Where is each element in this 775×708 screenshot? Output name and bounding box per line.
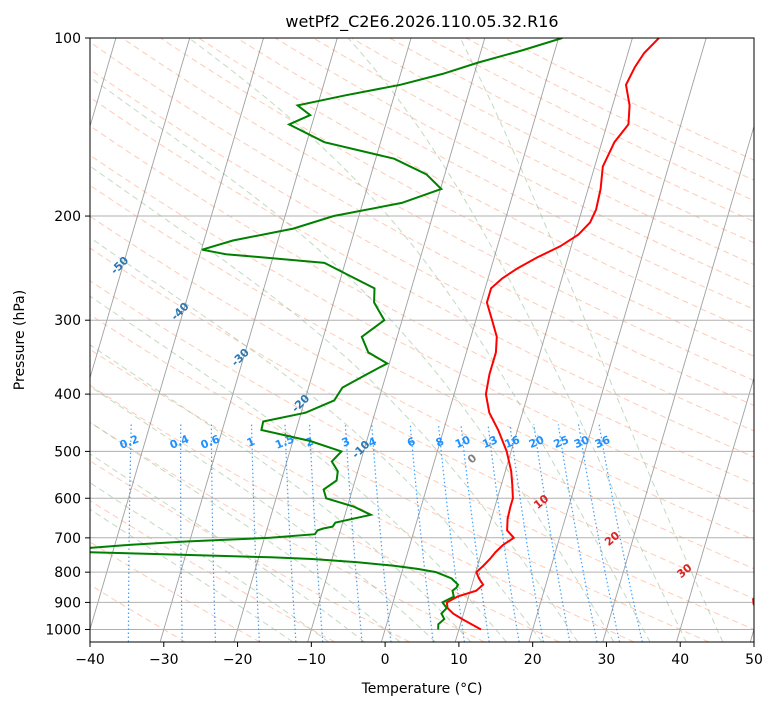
mixing-ratio-label: 3 (340, 435, 352, 450)
isotherm-line (528, 38, 707, 642)
mixing-ratio-label: 10 (453, 433, 472, 451)
dry-adiabat-line (121, 38, 754, 382)
plot-frame (89, 37, 755, 643)
mixing-ratio-label: 36 (593, 433, 612, 451)
isotherm-line (307, 38, 486, 642)
plot-area: 0.20.40.611.52346810131620253036-100-90-… (90, 38, 768, 642)
mixing-ratio-line (557, 424, 598, 642)
isotherm-line (380, 38, 560, 642)
temperature-profile-line (445, 38, 660, 631)
isotherm-line (602, 124, 754, 642)
y-axis-label: Pressure (hPa) (12, 290, 28, 390)
x-tick-label: −20 (223, 652, 253, 668)
dry-adiabat-line (90, 541, 261, 642)
chart-group: 0.20.40.611.52346810131620253036-100-90-… (45, 31, 768, 668)
isotherm-line (90, 38, 191, 380)
isotherm-line (454, 38, 633, 642)
mixing-ratio-line (533, 424, 571, 642)
moist-adiabat-line (90, 421, 401, 642)
mixing-ratio-label: 20 (527, 433, 546, 451)
isotherm-line (90, 38, 264, 631)
mixing-ratio-label: 25 (552, 433, 571, 451)
x-tick-label: −10 (297, 652, 327, 668)
moist-adiabat-line (90, 385, 436, 642)
mixing-ratio-line (577, 424, 621, 642)
dry-adiabat-line (90, 247, 754, 600)
y-tick-label: 700 (54, 531, 81, 547)
moist-adiabat-line (188, 38, 651, 642)
mixing-ratio-label: 16 (503, 433, 522, 451)
x-tick-label: 30 (597, 652, 615, 668)
moist-adiabat-line (90, 344, 472, 642)
y-tick-label: 400 (54, 387, 81, 403)
moist-adiabat-line (90, 165, 579, 642)
moist-adiabat-line (90, 236, 543, 642)
y-tick-label: 300 (54, 313, 81, 329)
x-tick-label: 10 (450, 652, 468, 668)
x-tick-label: −40 (75, 652, 105, 668)
isotherm-line (676, 376, 754, 642)
moist-adiabat-line (90, 453, 365, 642)
x-tick-label: 20 (524, 652, 542, 668)
moist-adiabat-label: 40 (748, 590, 768, 610)
y-tick-label: 1000 (45, 623, 81, 639)
mixing-ratio-label: 13 (480, 433, 499, 451)
dry-adiabat-line (90, 421, 485, 642)
mixing-ratio-line (598, 424, 643, 642)
moist-adiabat-line (347, 38, 687, 642)
x-axis-label: Temperature (°C) (361, 681, 483, 697)
mixing-ratio-label: 30 (572, 433, 591, 451)
moist-adiabat-line (90, 295, 507, 642)
y-tick-label: 100 (54, 31, 81, 47)
y-tick-label: 600 (54, 491, 81, 507)
dry-adiabat-line (198, 38, 754, 334)
dry-adiabat-line (90, 584, 186, 642)
y-tick-label: 200 (54, 209, 81, 225)
x-tick-label: 50 (745, 652, 763, 668)
y-tick-label: 800 (54, 565, 81, 581)
x-tick-label: −30 (149, 652, 179, 668)
dewpoint-profile-line (90, 38, 563, 630)
dry-adiabat-line (90, 41, 754, 407)
isotherm-line (233, 38, 412, 642)
mixing-ratio-label: 1 (245, 435, 257, 450)
moist-adiabat-line (459, 38, 724, 642)
dry-adiabat-line (90, 125, 754, 485)
dry-adiabat-line (90, 184, 754, 541)
dry-adiabat-line (236, 38, 754, 310)
mixing-ratio-line (509, 424, 544, 642)
dry-adiabat-line (90, 314, 710, 642)
y-tick-label: 500 (54, 444, 81, 460)
dry-adiabat-line (90, 154, 754, 512)
dry-adiabat-line (90, 96, 754, 458)
y-tick-label: 900 (54, 595, 81, 611)
dry-adiabat-line (90, 460, 410, 642)
moist-adiabat-line (90, 482, 330, 642)
mixing-ratio-label: 2 (304, 435, 316, 450)
x-tick-label: 0 (381, 652, 390, 668)
dry-adiabat-line (90, 280, 754, 631)
dry-adiabat-line (90, 348, 635, 642)
moist-adiabat-line (90, 508, 294, 642)
x-tick-label: 40 (671, 652, 689, 668)
mixing-ratio-label: 8 (434, 435, 446, 450)
chart-title: wetPf2_C2E6.2026.110.05.32.R16 (285, 12, 558, 32)
